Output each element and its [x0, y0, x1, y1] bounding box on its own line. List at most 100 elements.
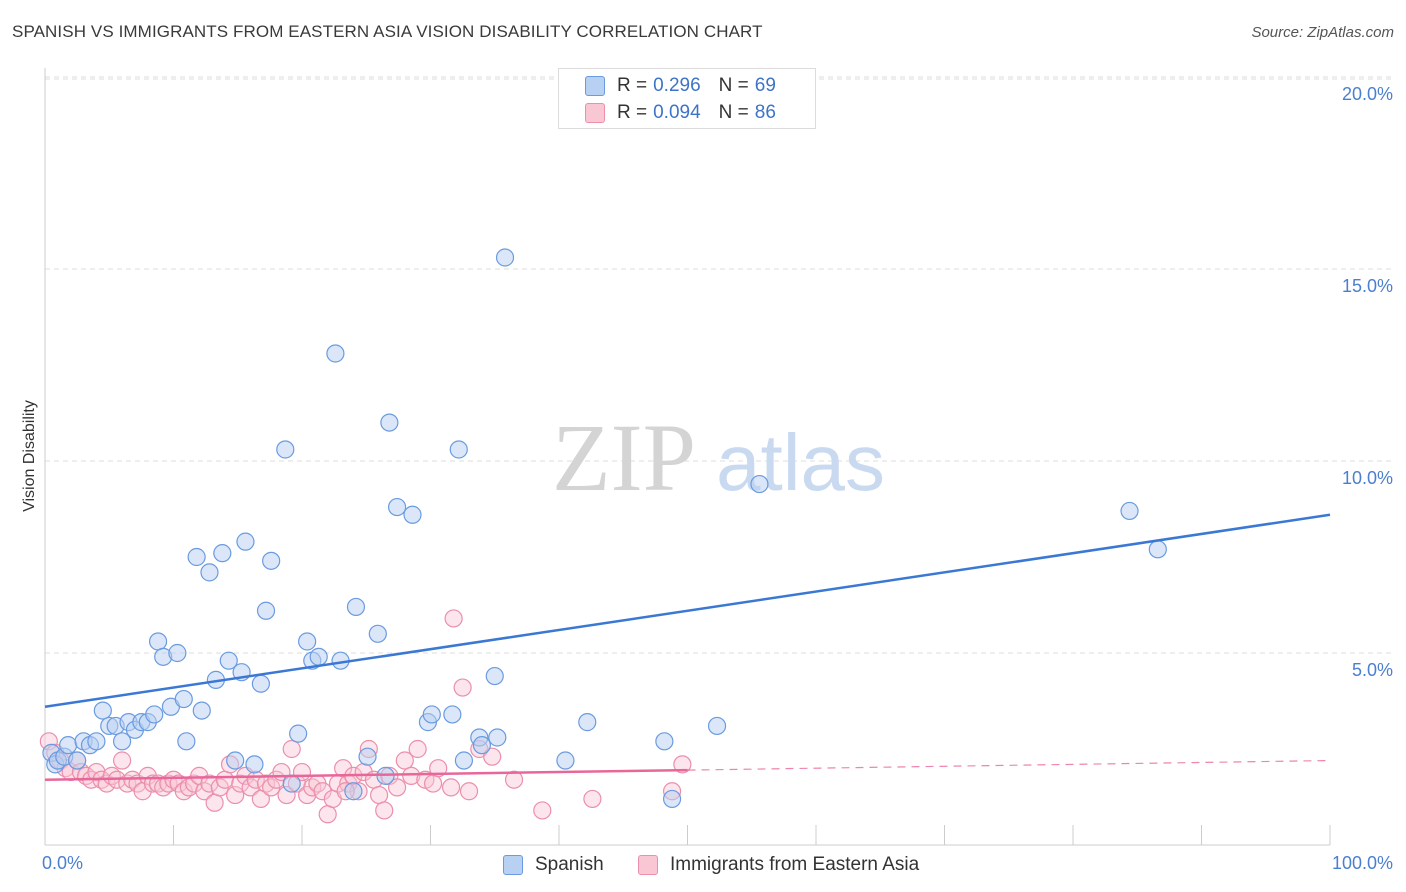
asia-point [112, 751, 132, 770]
spanish-point [358, 747, 377, 766]
spanish-point [380, 413, 399, 432]
legend-r-value: 0.296 [653, 75, 701, 96]
spanish-point [485, 666, 504, 686]
spanish-point [59, 736, 78, 755]
legend-n-value: 86 [754, 102, 776, 123]
spanish-point [344, 782, 363, 801]
watermark-zip: ZIP [552, 404, 696, 511]
spanish-point [174, 689, 193, 709]
gridlines [45, 76, 1395, 654]
spanish-point [556, 751, 575, 770]
asia-point [370, 785, 389, 805]
series-legend-label-asia: Immigrants from Eastern Asia [670, 854, 920, 875]
spanish-point [236, 532, 255, 551]
asia-point [459, 782, 479, 801]
spanish-point [251, 674, 270, 693]
spanish-point [326, 344, 345, 363]
spanish-point [309, 647, 328, 666]
spanish-point [403, 505, 422, 524]
spanish-point [495, 248, 515, 267]
spanish-point [346, 597, 366, 617]
spanish-point [145, 705, 164, 724]
spanish-point [1120, 501, 1139, 521]
spanish-point [1148, 540, 1167, 559]
legend-row-spanish: R = 0.296 N = 69 [585, 73, 776, 99]
asia-point [423, 774, 443, 793]
watermark-atlas: atlas [716, 418, 885, 507]
legend-r-label: R = [617, 102, 648, 123]
chart-title: SPANISH VS IMMIGRANTS FROM EASTERN ASIA … [12, 22, 763, 41]
spanish-point [707, 716, 727, 736]
spanish-point [68, 751, 87, 770]
spanish-point [298, 632, 317, 651]
asia-point [483, 747, 502, 766]
y-axis-label: Vision Disability [21, 400, 38, 512]
tick-labels: 5.0% 10.0% 15.0% 20.0% 0.0% 100.0% [42, 84, 1393, 873]
x-tick-label-start: 0.0% [42, 853, 83, 873]
trend-lines [44, 513, 1331, 781]
spanish-point [262, 551, 281, 570]
y-tick-label: 10.0% [1342, 468, 1393, 488]
asia-point [215, 770, 234, 789]
spanish-trend-line [44, 513, 1331, 708]
asia-point [282, 739, 301, 759]
spanish-point [192, 701, 211, 720]
spanish-point [168, 643, 187, 663]
asia-trend-extension [687, 759, 1331, 771]
series-legend-spanish: Spanish [503, 852, 604, 878]
asia-point [226, 785, 245, 805]
asia-trend-line [44, 768, 688, 781]
spanish-point [443, 705, 462, 724]
spanish-point [87, 732, 106, 751]
asia-point [673, 755, 692, 774]
y-tick-label: 15.0% [1342, 276, 1393, 296]
asia-point [533, 801, 552, 820]
spanish-point [226, 751, 245, 770]
asia-point [200, 774, 219, 793]
asia-point [313, 782, 332, 801]
asia-point [402, 766, 421, 785]
spanish-point [112, 732, 132, 751]
source-label: Source: ZipAtlas.com [1251, 24, 1394, 41]
spanish-point [387, 497, 407, 517]
axes [44, 68, 1331, 846]
spanish-point [454, 751, 474, 770]
spanish-point [422, 705, 441, 724]
asia-point [408, 739, 427, 759]
spanish-point [662, 789, 682, 809]
series-legend-swatch-asia [638, 855, 658, 875]
legend-swatch-asia [585, 103, 605, 123]
spanish-point [578, 713, 597, 732]
spanish-point [256, 601, 276, 620]
series-legend-label-spanish: Spanish [535, 854, 604, 875]
spanish-point [219, 651, 238, 670]
spanish-point [200, 563, 219, 582]
asia-point [453, 678, 472, 697]
watermark: ZIP atlas [552, 404, 885, 511]
spanish-point [289, 724, 308, 743]
asia-point [395, 751, 414, 770]
asia-point [441, 778, 461, 797]
spanish-point [148, 632, 168, 651]
asia-point [444, 609, 463, 628]
spanish-point [213, 544, 232, 563]
series-legend-swatch-spanish [503, 855, 523, 875]
spanish-point [177, 732, 196, 751]
spanish-point [368, 624, 387, 643]
y-tick-label: 5.0% [1352, 660, 1393, 680]
legend-r-label: R = [617, 75, 648, 96]
spanish-points [42, 248, 1167, 809]
legend-n-label: N = [718, 75, 749, 96]
legend-row-asia: R = 0.094 N = 86 [585, 100, 776, 126]
spanish-point [282, 774, 301, 793]
legend-n-value: 69 [754, 75, 776, 96]
asia-point [318, 805, 337, 824]
spanish-point [488, 728, 507, 747]
spanish-point [187, 547, 206, 567]
spanish-point [472, 736, 491, 755]
legend-n-label: N = [718, 102, 749, 123]
asia-point [375, 801, 394, 820]
asia-point [429, 759, 448, 778]
legend-swatch-spanish [585, 76, 605, 96]
asia-point [583, 789, 602, 809]
